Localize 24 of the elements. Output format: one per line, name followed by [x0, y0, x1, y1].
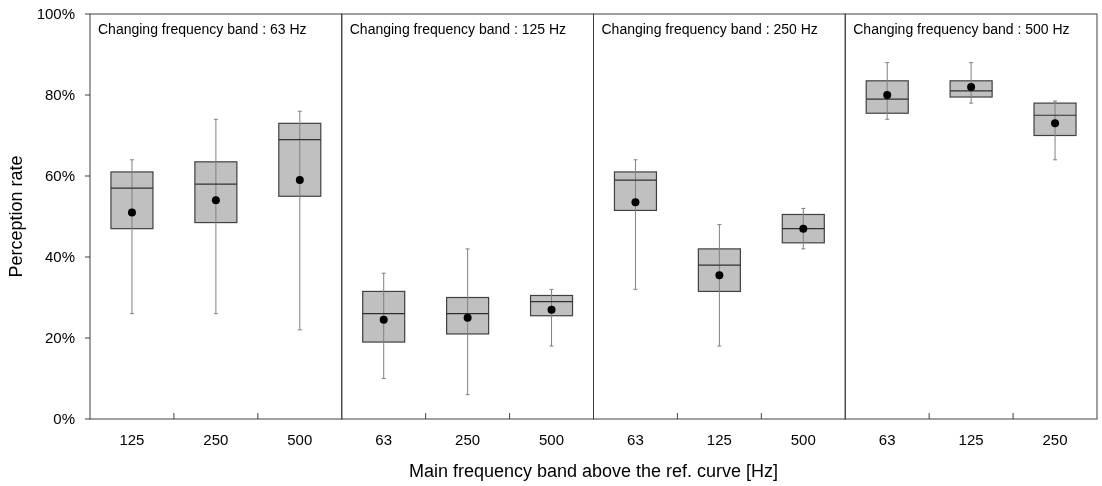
x-tick-label: 125 [706, 431, 732, 448]
x-tick-label: 250 [455, 431, 481, 448]
y-tick-label: 40% [44, 248, 75, 266]
y-tick-label: 100% [36, 5, 75, 23]
y-tick-label: 20% [44, 329, 75, 347]
x-tick-label: 125 [119, 431, 145, 448]
x-tick-label: 500 [287, 431, 313, 448]
x-tick-label: 500 [790, 431, 816, 448]
y-axis-title: Perception rate [6, 155, 26, 278]
text: Changing frequency band : 500 Hz [853, 21, 1070, 37]
x-tick-label: 500 [539, 431, 565, 448]
y-tick-label: 0% [53, 410, 75, 428]
y-tick-label: 80% [44, 86, 75, 104]
x-tick-label: 63 [878, 431, 896, 448]
text: Changing frequency band : 250 Hz [601, 21, 818, 37]
x-tick-label: 63 [627, 431, 644, 448]
text: Changing frequency band : 125 Hz [349, 21, 567, 37]
x-tick-label: 63 [375, 431, 393, 448]
y-tick-label: 60% [44, 167, 75, 185]
x-tick-label: 125 [958, 431, 984, 448]
x-axis-title: Main frequency band above the ref. curve [Hz] [408, 461, 779, 481]
text: Changing frequency band : 63 Hz [98, 21, 307, 37]
x-tick-label: 250 [203, 431, 229, 448]
x-tick-label: 250 [1042, 431, 1068, 448]
